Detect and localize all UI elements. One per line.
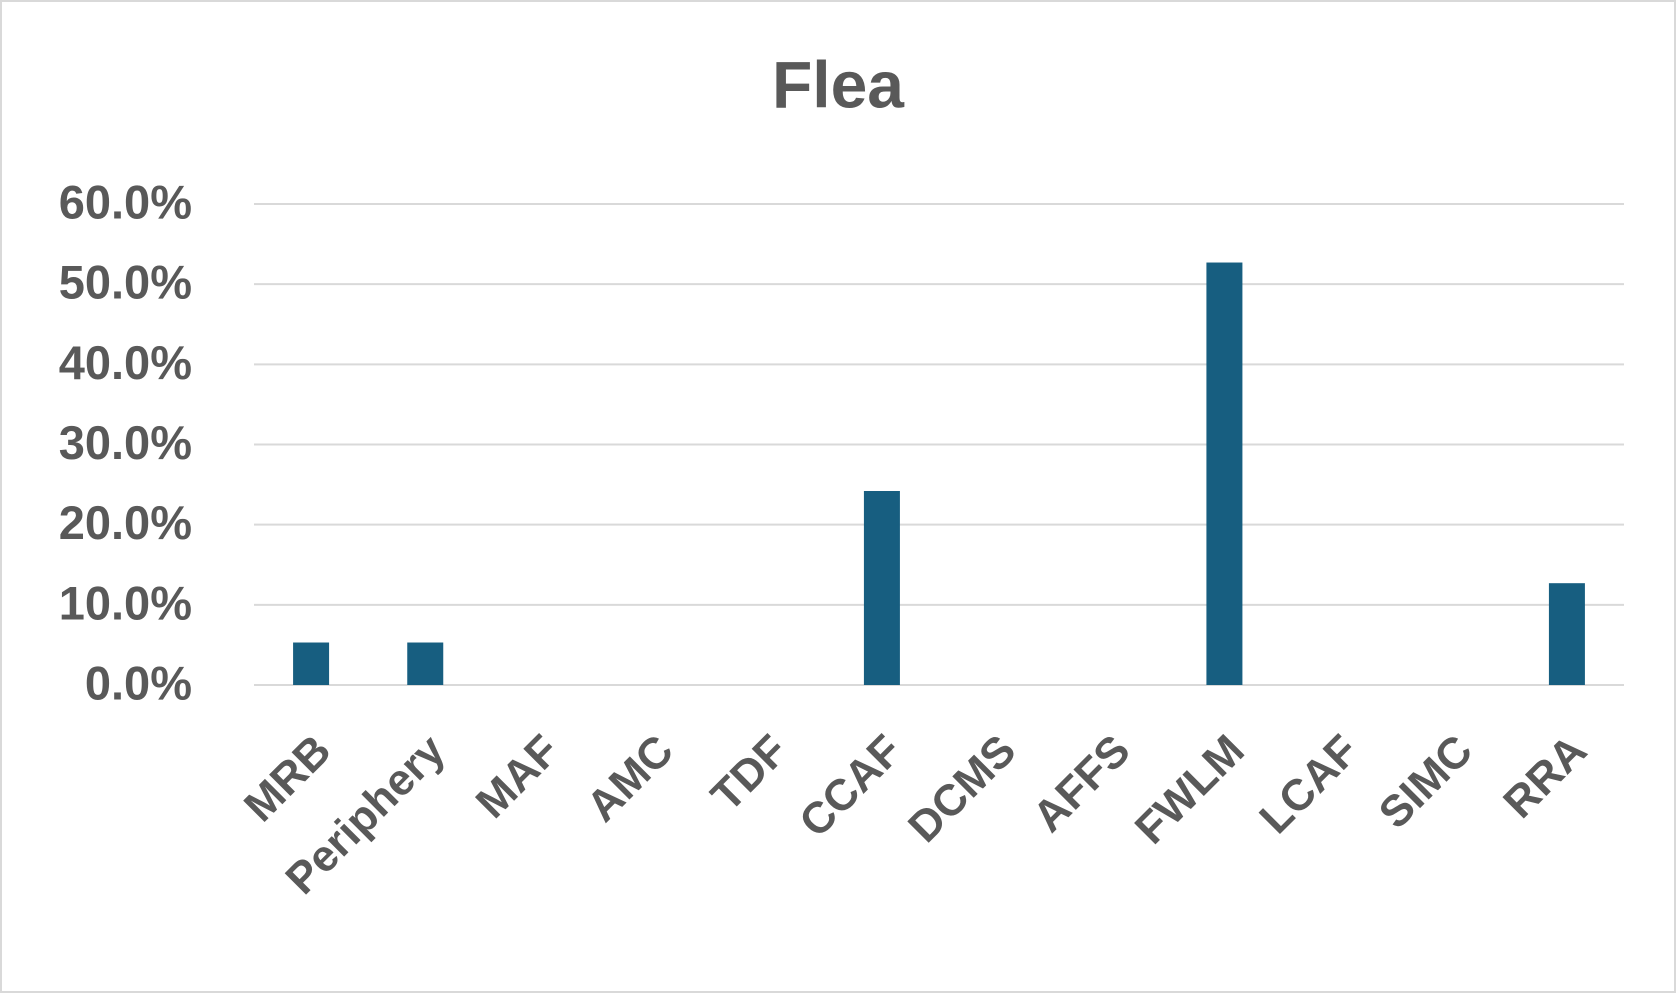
bar (1206, 262, 1243, 685)
y-tick-label: 30.0% (59, 416, 192, 469)
bar (863, 490, 900, 685)
y-tick-label: 10.0% (59, 576, 192, 629)
chart-title: Flea (772, 47, 905, 121)
y-tick-label: 50.0% (59, 256, 192, 309)
y-tick-label: 20.0% (59, 496, 192, 549)
y-tick-label: 0.0% (85, 656, 192, 709)
y-tick-label: 40.0% (59, 336, 192, 389)
bar (293, 642, 330, 685)
bar (407, 642, 444, 685)
y-tick-label: 60.0% (59, 175, 192, 228)
bar (1548, 583, 1585, 685)
